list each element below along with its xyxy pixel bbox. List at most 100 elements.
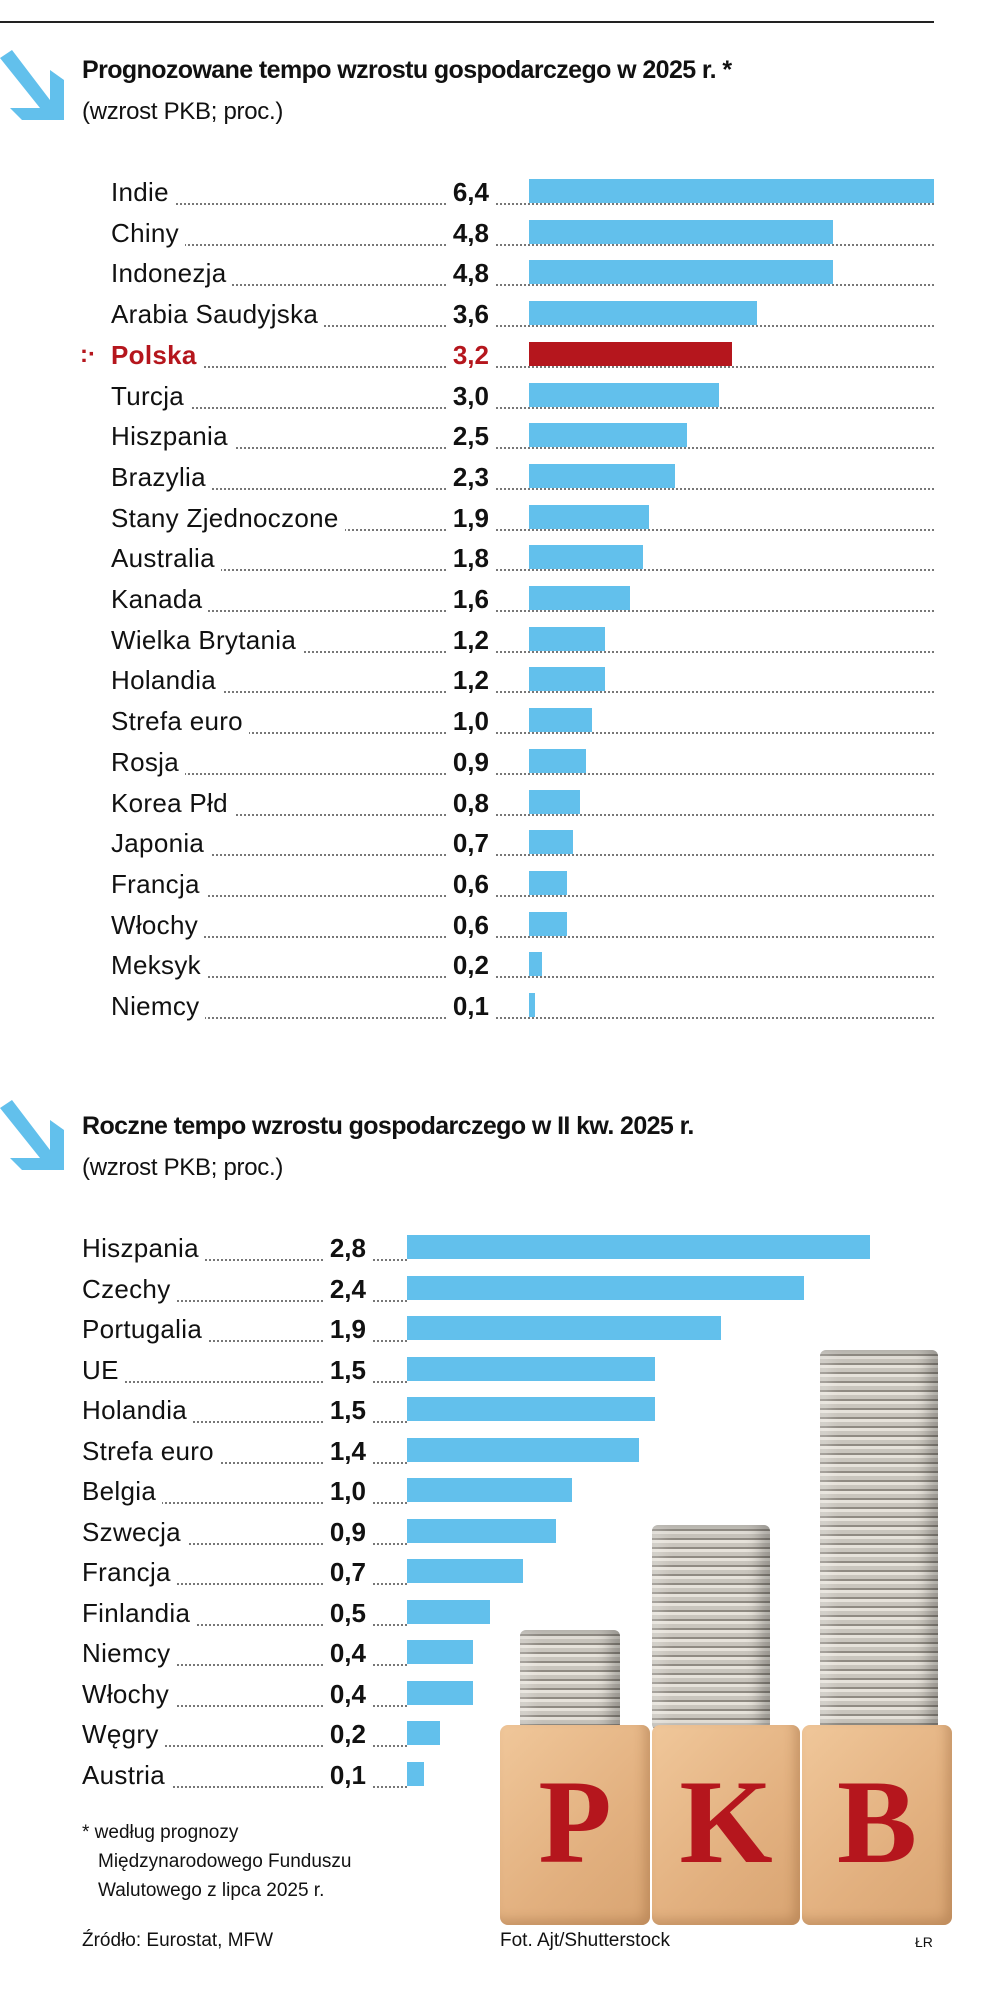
- bar: [407, 1356, 656, 1381]
- category-label: Niemcy: [111, 986, 206, 1026]
- leader-dots: [111, 610, 934, 612]
- bar: [529, 545, 643, 570]
- category-label: Meksyk: [111, 945, 207, 986]
- author-initials: ŁR: [915, 1934, 933, 1950]
- value-label: 1,6: [446, 579, 495, 619]
- footnote-line: Międzynarodowego Funduszu: [98, 1851, 352, 1872]
- value-label: 0,9: [323, 1511, 372, 1552]
- chart2-row: Czechy 2,4: [0, 1268, 998, 1309]
- category-label: Węgry: [82, 1714, 165, 1754]
- bar: [407, 1478, 573, 1502]
- category-label: Japonia: [111, 823, 211, 864]
- bar: [407, 1275, 804, 1300]
- leader-dots: [111, 772, 934, 775]
- leader-dots: [82, 1704, 407, 1707]
- coin-stack: [652, 1525, 770, 1730]
- bar: [529, 993, 536, 1017]
- category-label: Francja: [111, 863, 206, 904]
- category-label: Finlandia: [82, 1592, 197, 1633]
- value-label: 1,5: [323, 1390, 372, 1430]
- category-label: Austria: [82, 1754, 172, 1795]
- leader-dots: [111, 487, 934, 490]
- category-label: Niemcy: [82, 1633, 177, 1673]
- chart1-row: Arabia Saudyjska 3,6: [0, 294, 998, 335]
- chart1-row: Wielka Brytania 1,2: [0, 619, 998, 660]
- chart2-row: Niemcy 0,4: [0, 1633, 998, 1673]
- value-label: 2,5: [446, 416, 495, 457]
- leader-dots: [111, 1017, 934, 1019]
- coin-stack: [520, 1630, 620, 1730]
- bar: [407, 1761, 424, 1786]
- chart2-row: Strefa euro 1,4: [0, 1430, 998, 1471]
- pkb-coins-photo: P K B: [500, 1350, 955, 1925]
- bar: [529, 179, 934, 203]
- highlight-marker-icon: :·: [80, 340, 96, 368]
- value-label: 2,3: [446, 456, 495, 497]
- value-label: 3,2: [446, 334, 495, 375]
- leader-dots: [82, 1380, 407, 1383]
- category-label: Kanada: [111, 579, 209, 619]
- category-label: Holandia: [82, 1390, 194, 1430]
- bar: [529, 301, 757, 326]
- category-label: Indonezja: [111, 253, 233, 294]
- leader-dots: [82, 1623, 407, 1626]
- value-label: 0,7: [446, 823, 495, 864]
- chart1-row: Australia 1,8: [0, 538, 998, 579]
- bar: [529, 341, 732, 366]
- category-label: Belgia: [82, 1471, 163, 1511]
- leader-dots: [111, 569, 934, 572]
- value-label: 1,2: [446, 619, 495, 660]
- bar: [407, 1559, 523, 1583]
- category-label: Stany Zjednoczone: [111, 497, 345, 538]
- bar: [529, 382, 719, 407]
- category-label: Szwecja: [82, 1511, 187, 1552]
- chart1-row: Meksyk 0,2: [0, 945, 998, 986]
- chart1-row: Kanada 1,6: [0, 579, 998, 619]
- category-label: Hiszpania: [82, 1228, 205, 1268]
- value-label: 1,0: [323, 1471, 372, 1511]
- category-label: Polska: [111, 334, 203, 375]
- leader-dots: [111, 528, 934, 531]
- bar: [529, 952, 542, 977]
- value-label: 2,4: [323, 1268, 372, 1309]
- value-label: 4,8: [446, 253, 495, 294]
- chart1-row: Hiszpania 2,5: [0, 416, 998, 457]
- bar: [407, 1437, 639, 1462]
- leader-dots: [82, 1340, 407, 1342]
- leader-dots: [82, 1583, 407, 1585]
- leader-dots: [111, 325, 934, 328]
- category-label: Indie: [111, 172, 175, 212]
- bar: [529, 708, 593, 733]
- photo-credit: Fot. Ajt/Shutterstock: [500, 1930, 671, 1951]
- leader-dots: [111, 976, 934, 979]
- wooden-block: B: [802, 1725, 952, 1925]
- bar: [407, 1721, 441, 1745]
- bar: [529, 870, 567, 895]
- leader-dots: [111, 935, 934, 938]
- value-label: 4,8: [446, 212, 495, 253]
- leader-dots: [111, 650, 934, 653]
- leader-dots: [82, 1664, 407, 1666]
- footnote-line: * według prognozy: [82, 1822, 239, 1843]
- chart1-row: Rosja 0,9: [0, 741, 998, 782]
- bar: [529, 586, 631, 610]
- category-label: Korea Płd: [111, 782, 234, 823]
- value-label: 2,8: [323, 1228, 372, 1268]
- category-label: Wielka Brytania: [111, 619, 303, 660]
- chart1-row: Korea Płd 0,8: [0, 782, 998, 823]
- value-label: 0,2: [446, 945, 495, 986]
- bar: [407, 1599, 490, 1624]
- chart2-row: Finlandia 0,5: [0, 1592, 998, 1633]
- value-label: 3,6: [446, 294, 495, 335]
- leader-dots: [82, 1421, 407, 1423]
- chart2-row: UE 1,5: [0, 1349, 998, 1390]
- chart1-title: Prognozowane tempo wzrostu gospodarczego…: [82, 56, 732, 84]
- leader-dots: [82, 1785, 407, 1788]
- value-label: 0,7: [323, 1552, 372, 1592]
- chart1-row: Indie 6,4: [0, 172, 998, 212]
- arrow-down-right-icon: [0, 50, 64, 120]
- source: Źródło: Eurostat, MFW: [82, 1930, 274, 1951]
- wooden-block: P: [500, 1725, 650, 1925]
- chart1-row: Holandia 1,2: [0, 660, 998, 701]
- chart2-row: Francja 0,7: [0, 1552, 998, 1592]
